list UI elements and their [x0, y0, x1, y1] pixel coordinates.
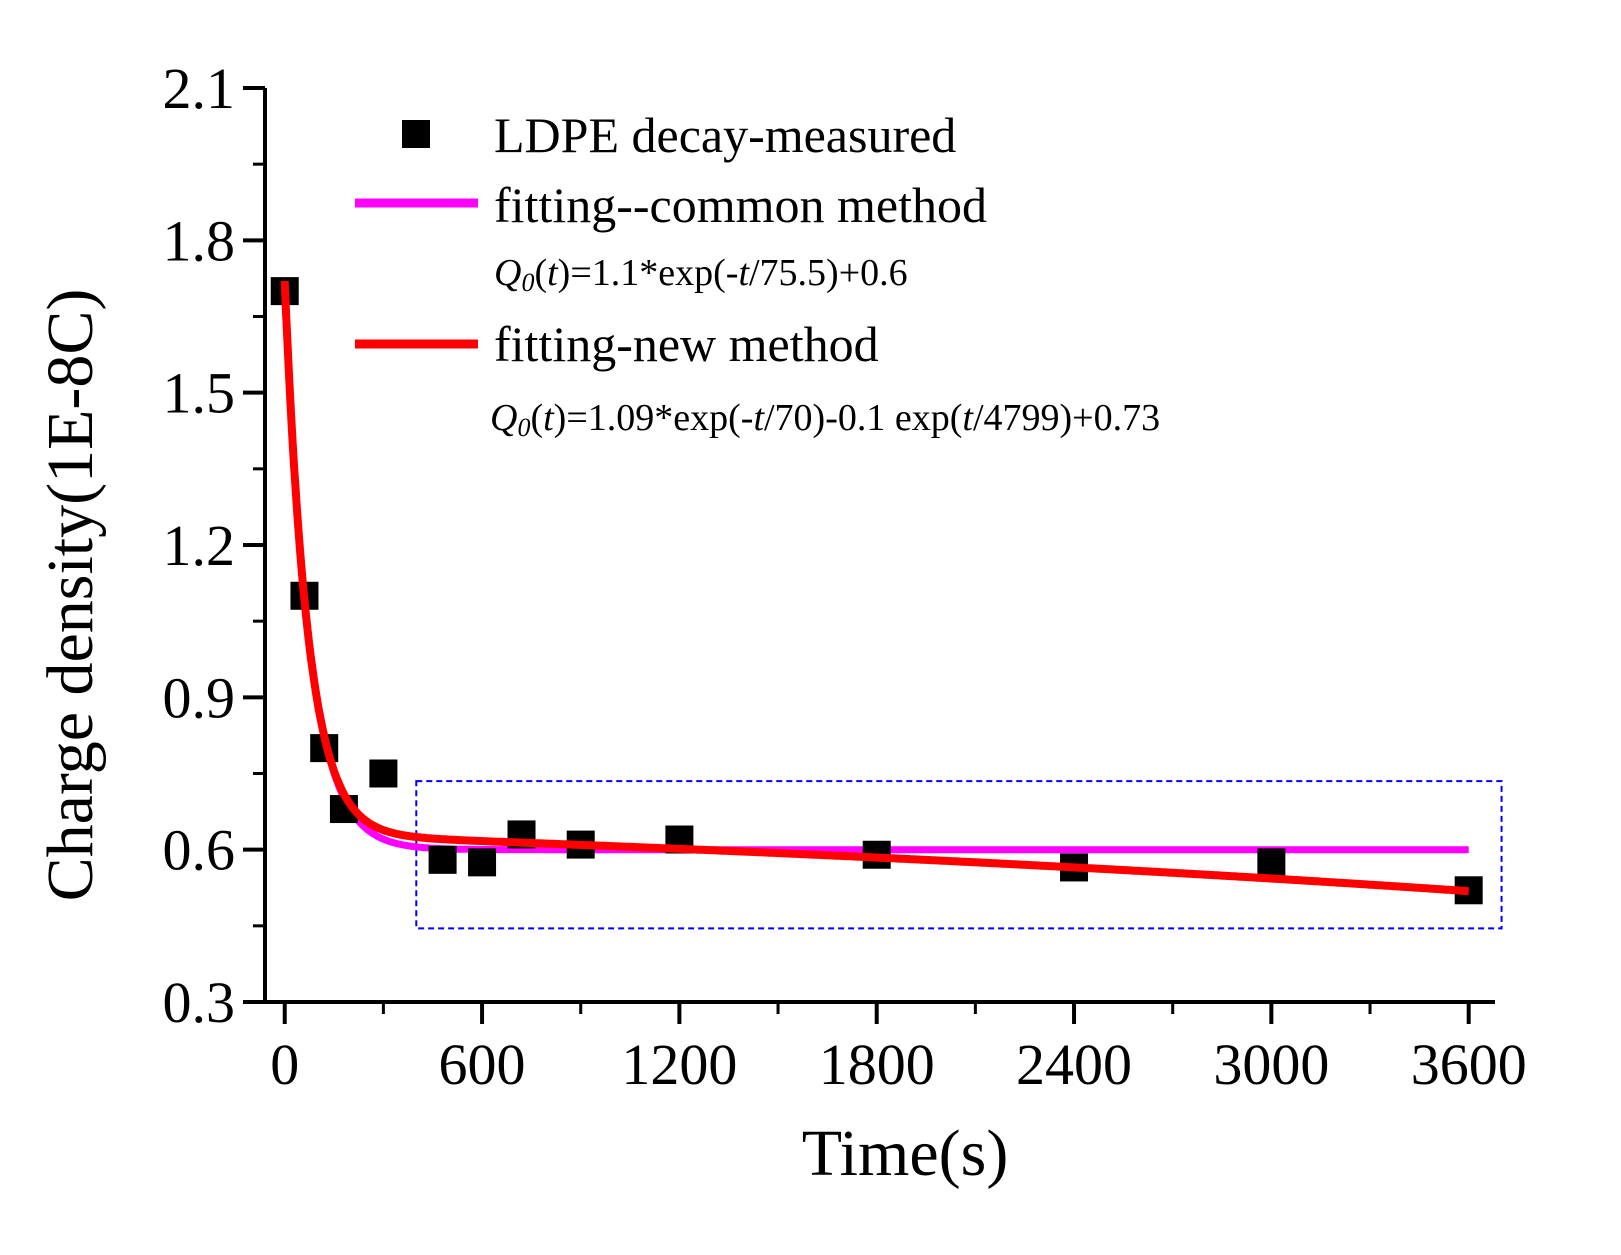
y-tick-label: 1.2	[163, 513, 236, 578]
formula-common: Q0(t)=1.1*exp(-t/75.5)+0.6	[494, 252, 908, 297]
annotation-layer	[415, 780, 1503, 930]
legend: LDPE decay-measured fitting--common meth…	[355, 107, 1160, 442]
y-axis-title: Charge density(1E-8C)	[34, 289, 107, 902]
x-tick-label: 2400	[1016, 1032, 1132, 1097]
y-tick-label: 2.1	[163, 56, 236, 121]
x-tick-label: 600	[439, 1032, 526, 1097]
y-tick-label: 0.6	[163, 818, 236, 883]
legend-label-new: fitting-new method	[494, 316, 879, 372]
legend-marker-measured	[402, 120, 430, 148]
series-line-new	[280, 280, 1472, 896]
ticks-layer: 0.3 0.6 0.9 1.2 1.5 1.8 2.1 0 600 1200 1800 2400 300…	[163, 56, 1527, 1097]
legend-label-measured: LDPE decay-measured	[494, 107, 956, 163]
data-point	[428, 845, 457, 874]
x-tick-label: 1800	[819, 1032, 935, 1097]
data-point	[1257, 848, 1286, 877]
x-tick-label: 3000	[1213, 1032, 1329, 1097]
series-layer	[270, 277, 1483, 905]
x-axis-title: Time(s)	[802, 1117, 1009, 1190]
y-tick-label: 0.9	[163, 665, 236, 730]
y-tick-label: 0.3	[163, 970, 236, 1035]
highlight-box	[415, 780, 1503, 930]
formula-new: Q0(t)=1.09*exp(-t/70)-0.1 exp(t/4799)+0.…	[490, 397, 1160, 442]
legend-label-common: fitting--common method	[494, 177, 987, 233]
x-tick-label: 3600	[1411, 1032, 1527, 1097]
y-tick-label: 1.8	[163, 208, 236, 273]
series-line-common	[281, 290, 1471, 854]
data-point	[369, 759, 398, 788]
x-tick-label: 0	[270, 1032, 299, 1097]
y-tick-label: 1.5	[163, 361, 236, 426]
x-tick-label: 1200	[621, 1032, 737, 1097]
data-point	[468, 848, 497, 877]
